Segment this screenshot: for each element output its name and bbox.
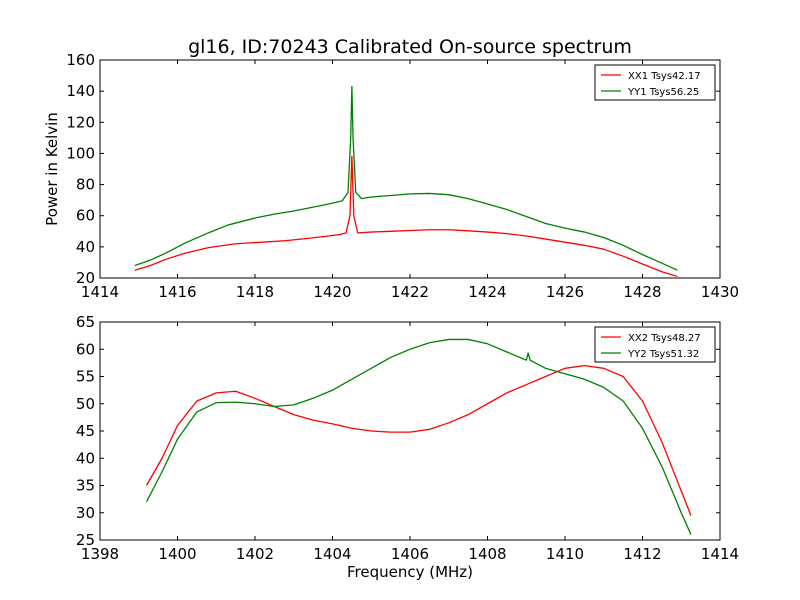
legend-label-2: YY2 Tsys51.32 bbox=[627, 349, 699, 360]
x-tick-label: 1424 bbox=[468, 283, 506, 301]
series-line-1 bbox=[145, 364, 692, 516]
y-tick-label: 40 bbox=[76, 238, 95, 256]
legend-box bbox=[594, 64, 716, 101]
legend-label-2: YY1 Tsys56.25 bbox=[627, 87, 699, 98]
y-tick-label: 55 bbox=[76, 368, 95, 386]
y-tick-label: 30 bbox=[76, 504, 95, 522]
chart-panel-2: 1398 1400 1402 1404 1406 1408 1410 1412 1414 25 30… bbox=[76, 313, 739, 581]
x-tick-label: 1408 bbox=[468, 545, 506, 563]
y-tick-label: 120 bbox=[66, 113, 95, 131]
y-tick-label: 50 bbox=[76, 395, 95, 413]
legend-label-1: XX1 Tsys42.17 bbox=[628, 71, 701, 82]
y-tick-label: 100 bbox=[66, 144, 95, 162]
y-tick-label: 45 bbox=[76, 422, 95, 440]
x-tick-label: 1414 bbox=[81, 283, 119, 301]
x-tick-label: 1418 bbox=[236, 283, 274, 301]
x-tick-label: 1412 bbox=[623, 545, 661, 563]
x-tick-label: 1410 bbox=[546, 545, 584, 563]
x-tick-label: 1402 bbox=[236, 545, 274, 563]
x-tick-label: 1416 bbox=[158, 283, 196, 301]
x-axis-label: Frequency (MHz) bbox=[347, 563, 473, 581]
x-tick-label: 1414 bbox=[701, 545, 739, 563]
x-tick-label: 1422 bbox=[391, 283, 429, 301]
y-tick-label: 35 bbox=[76, 477, 95, 495]
x-tick-label: 1430 bbox=[701, 283, 739, 301]
legend-label-1: XX2 Tsys48.27 bbox=[628, 333, 701, 344]
series-line-2 bbox=[145, 338, 692, 535]
x-tick-label: 1398 bbox=[81, 545, 119, 563]
legend: XX1 Tsys42.17 YY1 Tsys56.25 bbox=[594, 64, 716, 101]
x-tick-label: 1400 bbox=[158, 545, 196, 563]
y-tick-label: 80 bbox=[76, 176, 95, 194]
chart-panels: 1414 1416 1418 1420 1422 1424 1426 1428 1430 20 40… bbox=[43, 51, 739, 581]
x-tick-label: 1426 bbox=[546, 283, 584, 301]
y-axis-label: Power in Kelvin bbox=[43, 112, 61, 226]
y-tick-label: 25 bbox=[76, 531, 95, 549]
x-tick-label: 1406 bbox=[391, 545, 429, 563]
y-tick-label: 65 bbox=[76, 313, 95, 331]
x-tick-label: 1428 bbox=[623, 283, 661, 301]
y-tick-label: 60 bbox=[76, 340, 95, 358]
chart-panel-1: 1414 1416 1418 1420 1422 1424 1426 1428 1430 20 40… bbox=[43, 51, 739, 301]
x-tick-label: 1420 bbox=[313, 283, 351, 301]
legend: XX2 Tsys48.27 YY2 Tsys51.32 bbox=[594, 326, 716, 363]
figure-title: gl16, ID:70243 Calibrated On-source spec… bbox=[188, 36, 632, 58]
legend-box bbox=[594, 326, 716, 363]
series-line-1 bbox=[134, 155, 678, 278]
series-line-2 bbox=[134, 85, 678, 271]
y-tick-label: 160 bbox=[66, 51, 95, 69]
x-tick-label: 1404 bbox=[313, 545, 351, 563]
y-tick-label: 40 bbox=[76, 449, 95, 467]
y-tick-label: 20 bbox=[76, 269, 95, 287]
y-tick-label: 140 bbox=[66, 82, 95, 100]
y-tick-label: 60 bbox=[76, 207, 95, 225]
